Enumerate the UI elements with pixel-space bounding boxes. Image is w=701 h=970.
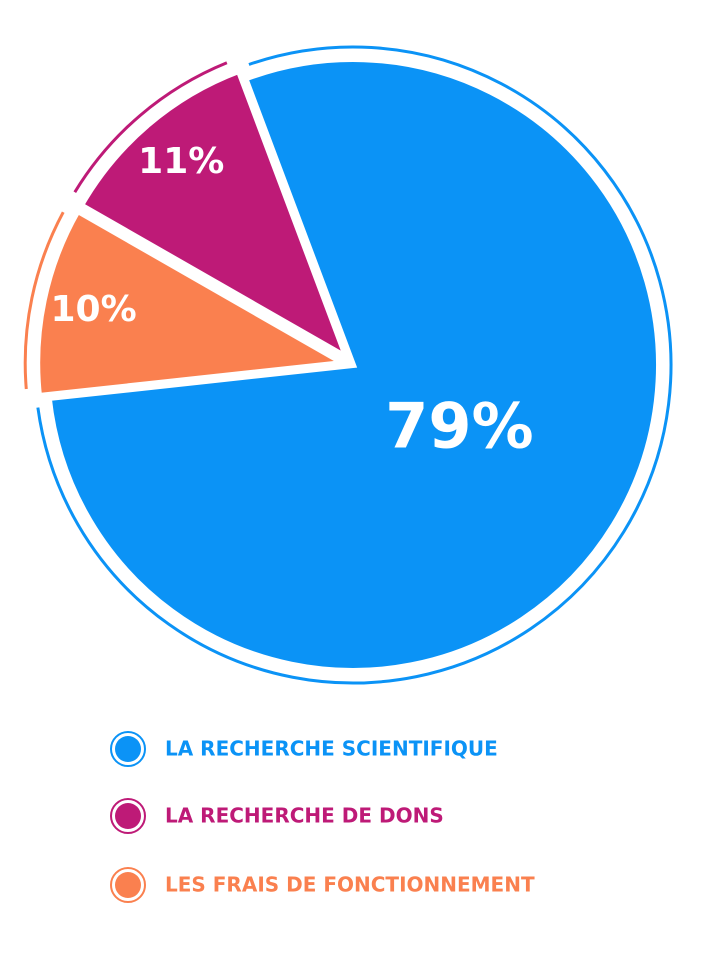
value-label: 79% — [385, 390, 533, 463]
legend-marker — [115, 803, 141, 829]
legend-label: LES FRAIS DE FONCTIONNEMENT — [165, 873, 535, 897]
value-label: 11% — [138, 141, 224, 182]
pie-ring — [36, 45, 673, 685]
pie-slice — [34, 206, 353, 400]
pie-slice — [76, 67, 353, 365]
value-label: 10% — [51, 289, 137, 330]
legend-marker — [115, 872, 141, 898]
pie-ring — [23, 211, 65, 390]
legend-label: LA RECHERCHE SCIENTIFIQUE — [165, 737, 498, 761]
legend-marker — [110, 867, 146, 903]
legend-marker — [110, 798, 146, 834]
pie-ring — [73, 61, 228, 193]
legend-label: LA RECHERCHE DE DONS — [165, 804, 444, 828]
pie-slice — [45, 56, 662, 674]
legend-marker — [110, 731, 146, 767]
legend-marker — [115, 736, 141, 762]
